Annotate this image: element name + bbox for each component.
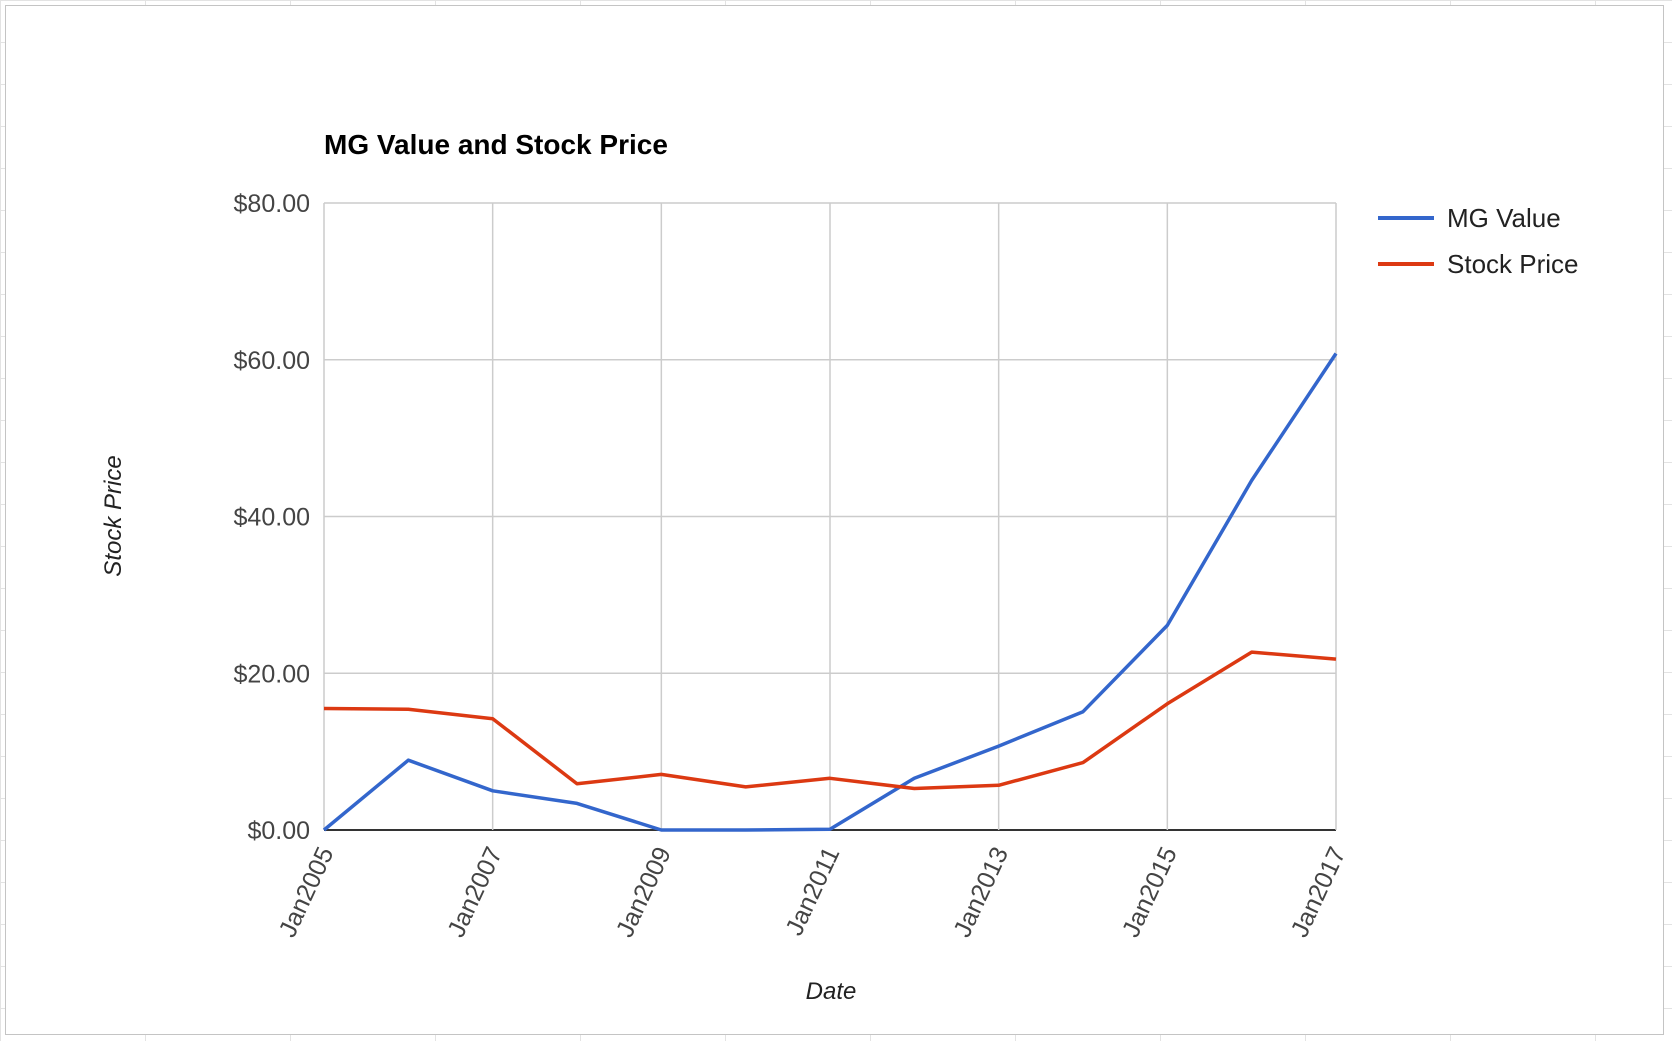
series-line-mg-value	[322, 352, 1338, 832]
x-tick-label: Jan2009	[611, 843, 677, 942]
y-axis-tick-labels: $0.00 $20.00 $40.00 $60.00 $80.00	[234, 190, 310, 845]
chart-container[interactable]: MG Value and Stock Price $0.00 $20.00 $40.…	[5, 5, 1664, 1035]
legend: MG Value Stock Price	[1378, 203, 1579, 279]
y-tick-label: $40.00	[234, 504, 310, 532]
x-axis-label: Date	[806, 978, 857, 1005]
y-tick-label: $60.00	[234, 347, 310, 375]
gridlines	[323, 202, 1337, 831]
x-tick-label: Jan2017	[1286, 843, 1352, 942]
x-tick-label: Jan2005	[274, 843, 340, 942]
legend-label: Stock Price	[1447, 249, 1579, 279]
y-tick-label: $80.00	[234, 190, 310, 218]
chart-title: MG Value and Stock Price	[324, 129, 668, 160]
y-axis-label: Stock Price	[100, 455, 127, 576]
y-tick-label: $0.00	[247, 817, 310, 845]
legend-label: MG Value	[1447, 203, 1561, 233]
x-tick-label: Jan2011	[780, 843, 845, 940]
line-chart: MG Value and Stock Price $0.00 $20.00 $40.…	[100, 129, 1579, 1005]
y-tick-label: $20.00	[234, 660, 310, 688]
series-lines	[322, 352, 1338, 832]
x-axis-tick-labels: Jan2005 Jan2007 Jan2009 Jan2011 Jan2013 Jan20…	[274, 843, 1352, 942]
x-tick-label: Jan2015	[1117, 843, 1183, 942]
x-tick-label: Jan2007	[442, 843, 508, 942]
x-tick-label: Jan2013	[948, 843, 1014, 942]
series-line-stock-price	[323, 650, 1337, 791]
